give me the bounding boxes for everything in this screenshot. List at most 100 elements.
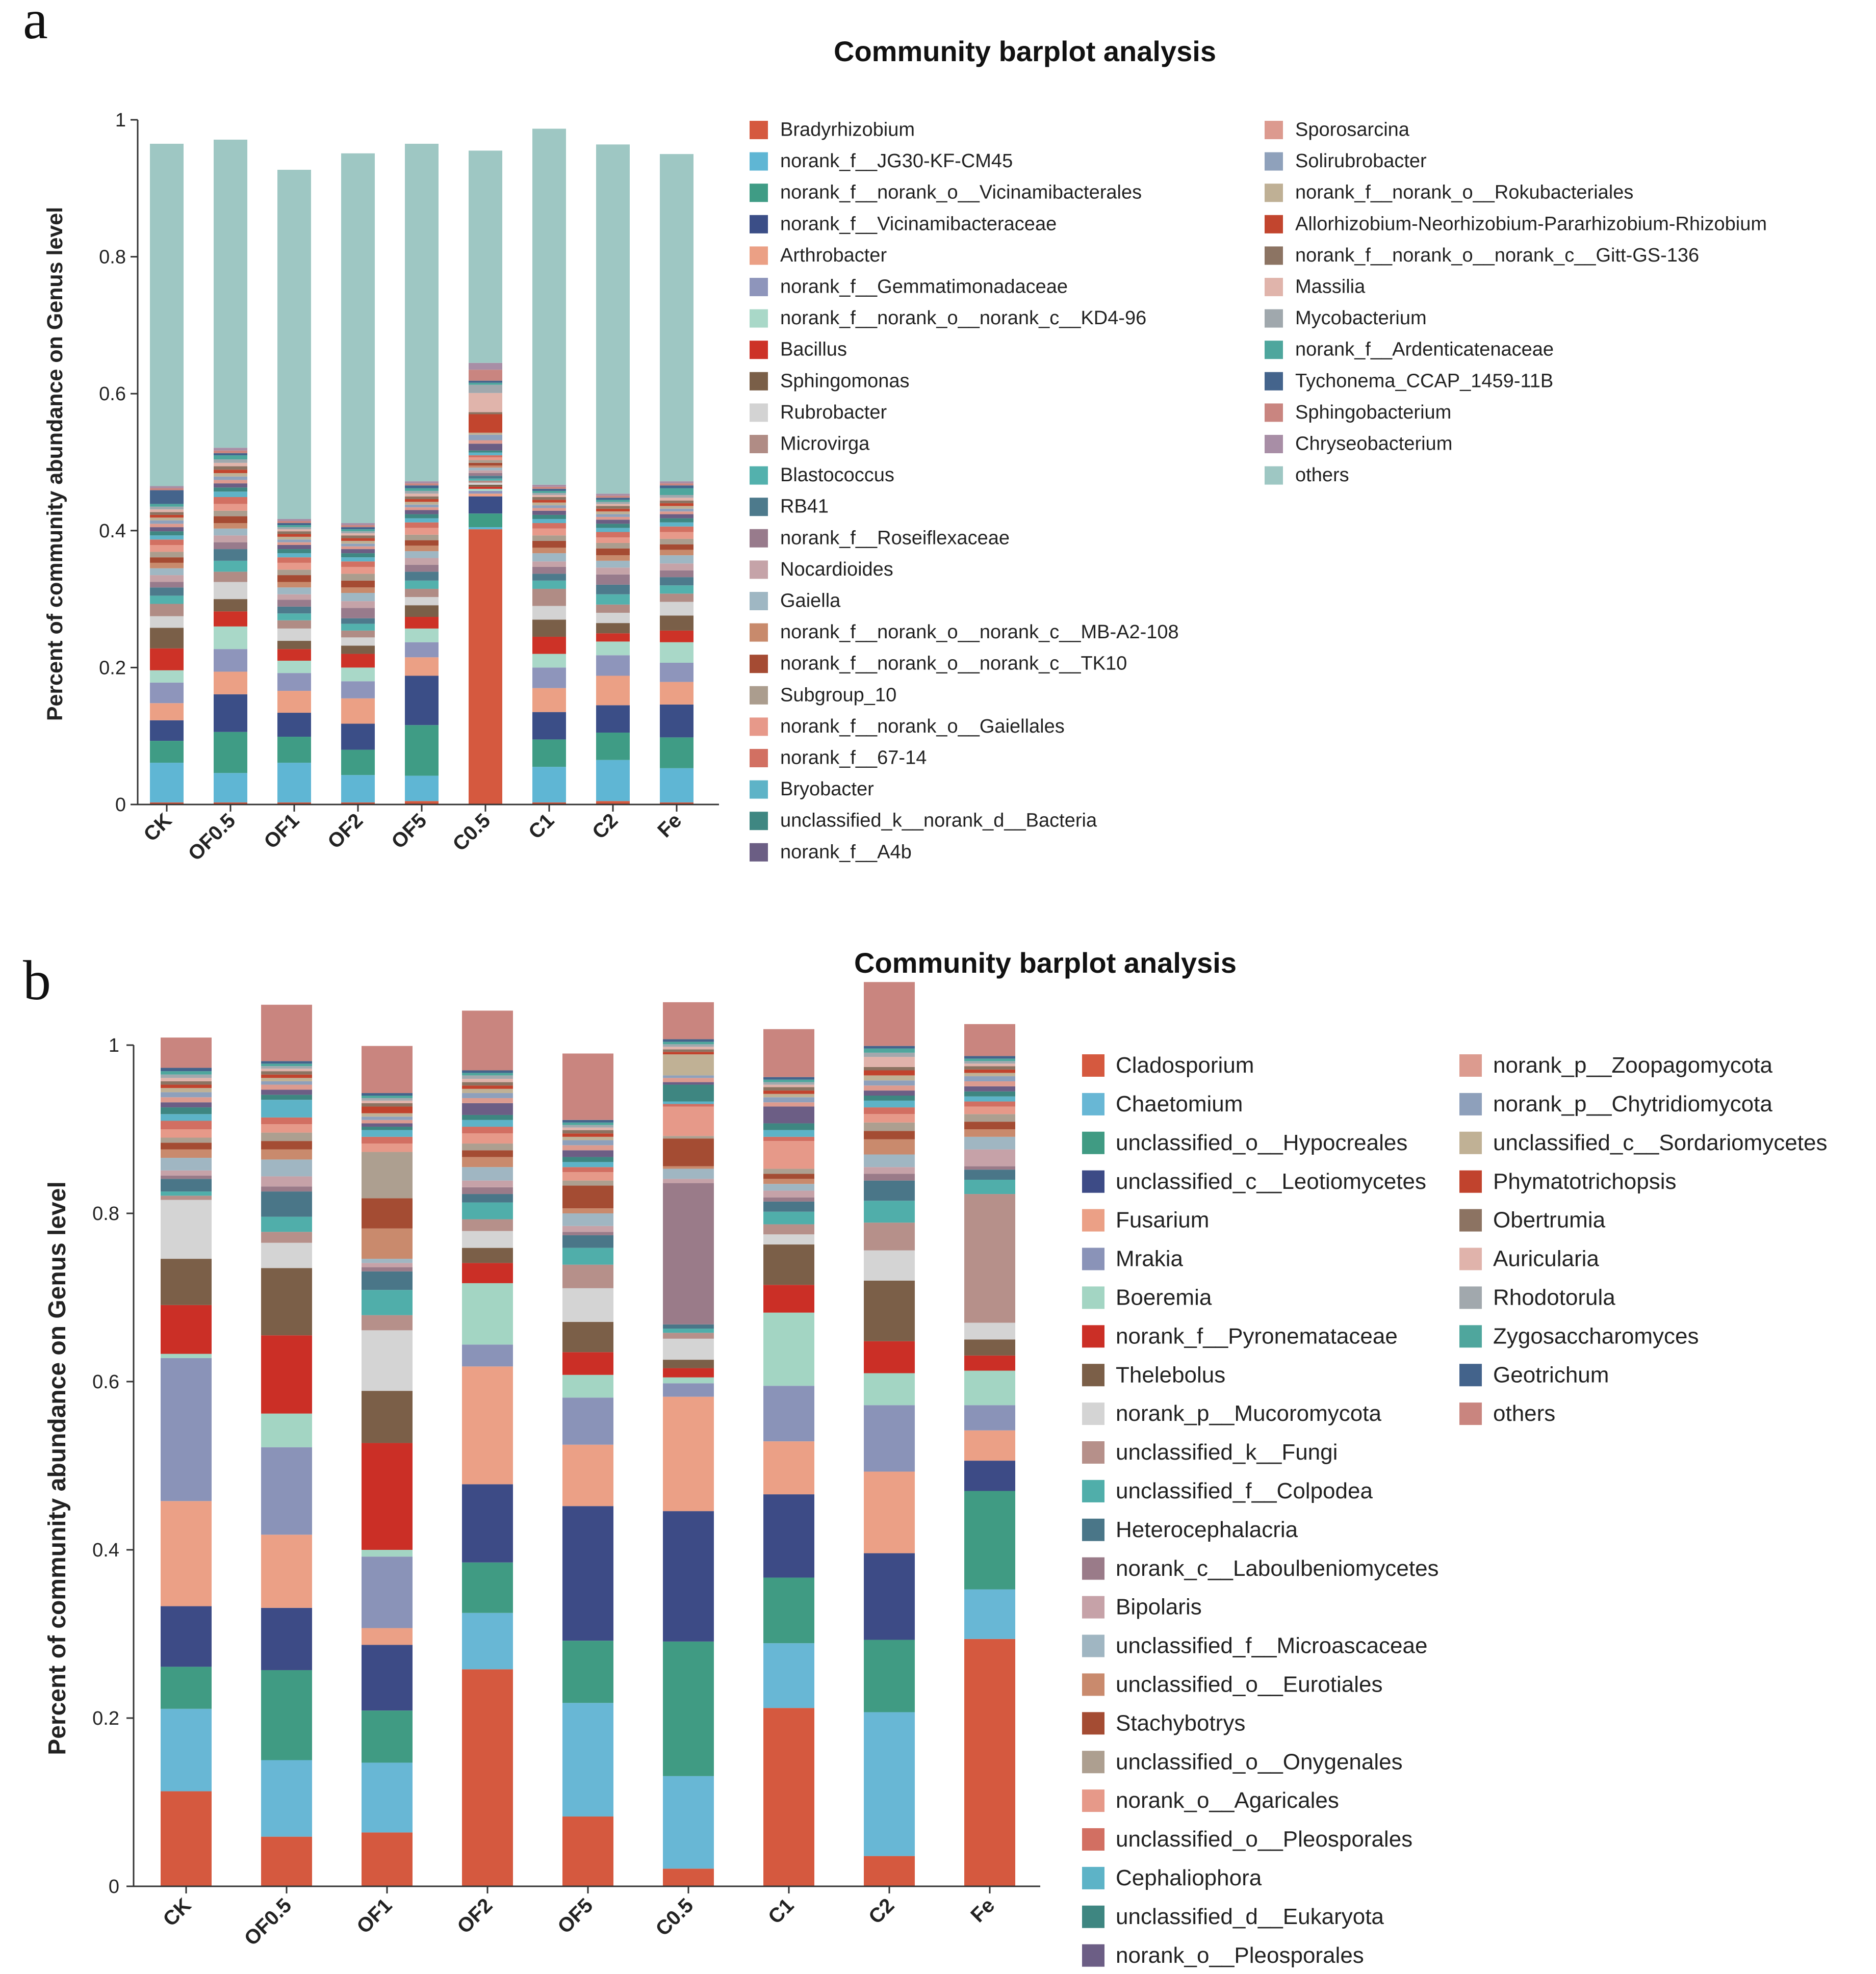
bar-segment-of2-norank-f-norank-o-norank-c-mb-a2-108	[341, 587, 375, 593]
legend-swatch-cephaliophora	[1082, 1866, 1104, 1889]
legend-swatch-bacillus	[750, 341, 768, 359]
bar-segment-c1-gaiella	[532, 553, 566, 562]
bar-segment-c2-microvirga	[596, 604, 630, 613]
bar-segment-c2-chryseobacterium	[596, 494, 630, 496]
y-tick-label: 0	[115, 794, 126, 816]
bar-segment-c0-5-boeremia	[663, 1377, 714, 1384]
bar-segment-c2-allorhizobium-neorhizobium-pararhizobium-rhizobium	[596, 508, 630, 512]
bar-segment-c2-unclassified-o-onygenales	[864, 1122, 915, 1131]
bar-segment-of1-sphingomonas	[277, 641, 311, 650]
legend-swatch-bryobacter	[750, 780, 768, 799]
bar-segment-of0-5-mrakia	[261, 1447, 312, 1535]
bar-segment-of2-norank-f-norank-o-vicinamibacterales	[341, 749, 375, 775]
legend-label-allorhizobium-neorhizobium-pararhizobium-rhizobium: Allorhizobium-Neorhizobium-Pararhizobium…	[1295, 213, 1767, 235]
bar-segment-of1-norank-f-norank-o-rokubacteriales	[277, 536, 311, 540]
bar-segment-of0-5-norank-o-pleosporales	[261, 1089, 312, 1095]
legend-swatch-rubrobacter	[750, 403, 768, 422]
bar-segment-of0-5-unclassified-o-onygenales	[261, 1132, 312, 1141]
bar-segment-fe-bacillus	[660, 630, 693, 642]
bar-segment-c2-thelebolus	[864, 1281, 915, 1341]
bar-segment-c2-norank-p-chytridiomycota	[864, 1080, 915, 1086]
bar-segment-c1-fusarium	[763, 1441, 814, 1495]
bar-segment-of0-5-unclassified-f-colpodea	[261, 1216, 312, 1232]
bar-segment-fe-norank-f-norank-o-norank-c-kd4-96	[660, 642, 693, 663]
legend-label-gaiella: Gaiella	[780, 590, 841, 612]
bar-segment-ck-unclassified-f-colpodea	[161, 1191, 212, 1196]
bar-segment-of2-bipolaris	[462, 1180, 513, 1187]
bar-segment-ck-norank-f-roseiflexaceae	[150, 582, 184, 588]
bar-segment-of2-norank-f-ardenticatenaceae	[341, 529, 375, 532]
bar-segment-of2-solirubrobacter	[341, 543, 375, 547]
bar-segment-of1-mrakia	[362, 1556, 413, 1628]
bar-segment-ck-geotrichum	[161, 1068, 212, 1072]
bar-segment-c2-gaiella	[596, 560, 630, 568]
bar-segment-of0-5-heterocephalacria	[261, 1191, 312, 1217]
bar-segment-of0-5-norank-f-roseiflexaceae	[214, 542, 247, 550]
bar-segment-c0-5-bacillus	[469, 486, 502, 489]
bar-segment-c1-rhodotorula	[763, 1082, 814, 1085]
bar-segment-c2-rb41	[596, 584, 630, 594]
bar-segment-ck-norank-f-vicinamibacteraceae	[150, 720, 184, 741]
bar-segment-fe-obertrumia	[964, 1066, 1015, 1070]
bar-segment-c2-unclassified-d-eukaryota	[864, 1096, 915, 1101]
bar-segment-of2-norank-p-chytridiomycota	[462, 1093, 513, 1098]
bar-segment-of0-5-unclassified-k-fungi	[261, 1232, 312, 1243]
legend-label-norank-c-laboulbeniomycetes: norank_c__Laboulbeniomycetes	[1116, 1556, 1439, 1581]
legend-label-mycobacterium: Mycobacterium	[1295, 307, 1427, 329]
legend-swatch-unclassified-c-leotiomycetes	[1082, 1170, 1104, 1193]
legend-swatch-mycobacterium	[1265, 309, 1283, 328]
bar-segment-ck-sporosarcina	[150, 524, 184, 528]
legend-swatch-norank-f-jg30-kf-cm45	[750, 152, 768, 171]
bar-segment-of2-unclassified-k-norank-d-bacteria	[341, 553, 375, 558]
bar-segment-c1-sphingomonas	[532, 619, 566, 637]
bar-segment-of5-gaiella	[405, 551, 439, 558]
legend-swatch-norank-o-pleosporales	[1082, 1944, 1104, 1967]
bar-segment-of1-norank-o-agaricales	[362, 1144, 413, 1152]
bar-segment-of0-5-solirubrobacter	[214, 476, 247, 480]
bar-segment-of0-5-gaiella	[214, 528, 247, 536]
bar-segment-c1-heterocephalacria	[763, 1201, 814, 1212]
bar-segment-c2-bryobacter	[596, 528, 630, 532]
legend-swatch-norank-p-chytridiomycota	[1459, 1093, 1482, 1115]
legend-swatch-norank-f-norank-o-norank-c-gitt-gs-136	[1265, 246, 1283, 265]
bar-segment-of5-microvirga	[405, 588, 439, 598]
bar-segment-c1-norank-f-vicinamibacteraceae	[532, 712, 566, 740]
bar-segment-c0-5-heterocephalacria	[663, 1324, 714, 1329]
bar-segment-of2-bradyrhizobium	[341, 802, 375, 804]
bar-segment-of0-5-norank-c-laboulbeniomycetes	[261, 1186, 312, 1192]
bar-segment-c1-phymatotrichopsis	[763, 1090, 814, 1094]
bar-segment-fe-chaetomium	[964, 1589, 1015, 1639]
bar-segment-of2-norank-f-norank-o-norank-c-kd4-96	[341, 667, 375, 682]
bar-segment-c2-norank-f-roseiflexaceae	[596, 574, 630, 585]
bar-segment-of2-phymatotrichopsis	[462, 1085, 513, 1089]
chart-b-title: Community barplot analysis	[854, 947, 1237, 979]
bar-segment-c0-5-unclassified-d-eukaryota	[663, 1084, 714, 1102]
bar-segment-of5-geotrichum	[562, 1120, 613, 1123]
bar-segment-c2-unclassified-c-leotiomycetes	[864, 1553, 915, 1640]
bar-segment-of2-unclassified-d-eukaryota	[462, 1114, 513, 1120]
bar-segment-ck-rb41	[150, 587, 184, 596]
bar-segment-c1-norank-f-norank-o-norank-c-mb-a2-108	[532, 548, 566, 554]
bar-segment-c1-blastococcus	[532, 580, 566, 589]
bar-segment-of0-5-norank-f-norank-o-vicinamibacterales	[214, 732, 247, 773]
legend-label-unclassified-f-colpodea: unclassified_f__Colpodea	[1116, 1478, 1373, 1503]
legend-swatch-auricularia	[1459, 1248, 1482, 1270]
bar-segment-of5-norank-f-norank-o-vicinamibacterales	[405, 725, 439, 776]
bar-segment-of2-boeremia	[462, 1283, 513, 1345]
bar-segment-c1-others	[763, 1029, 814, 1077]
legend-label-norank-o-agaricales: norank_o__Agaricales	[1116, 1788, 1339, 1813]
bar-segment-of1-unclassified-f-microascaceae	[362, 1259, 413, 1263]
legend-label-rhodotorula: Rhodotorula	[1493, 1285, 1615, 1310]
bar-segment-c0-5-unclassified-f-colpodea	[663, 1329, 714, 1333]
bar-segment-fe-norank-f-gemmatimonadaceae	[660, 663, 693, 682]
bar-segment-c0-5-unclassified-c-leotiomycetes	[663, 1511, 714, 1642]
bar-segment-of5-bipolaris	[562, 1226, 613, 1232]
bar-segment-of5-unclassified-k-fungi	[562, 1264, 613, 1288]
panel-b: b Community barplot analysis Percent of …	[23, 947, 1827, 1968]
bar-segment-of5-norank-p-zoopagomycota	[562, 1145, 613, 1151]
bar-segment-c0-5-norank-o-agaricales	[663, 1106, 714, 1136]
bar-segment-of1-phymatotrichopsis	[362, 1106, 413, 1113]
bar-segment-of5-cladosporium	[562, 1816, 613, 1886]
x-tick-label-of0-5: OF0.5	[184, 809, 240, 865]
legend-swatch-chryseobacterium	[1265, 435, 1283, 453]
